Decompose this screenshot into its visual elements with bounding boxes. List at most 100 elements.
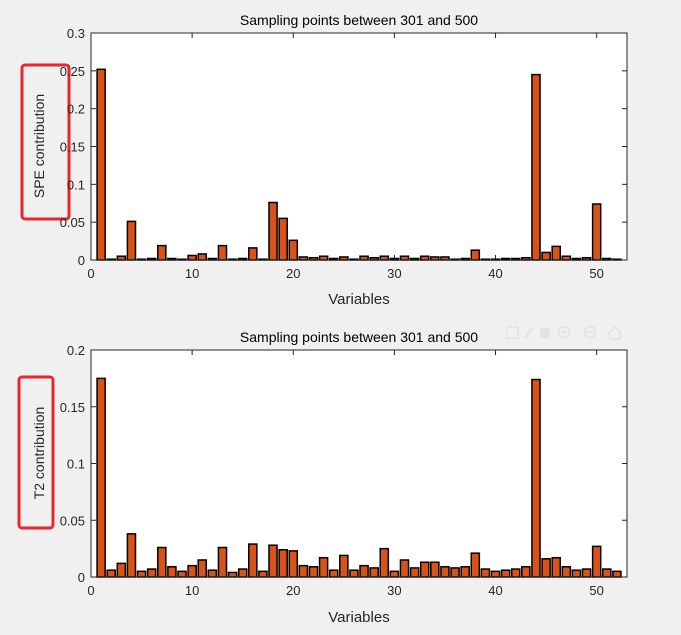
y-tick-label: 0 — [78, 253, 85, 268]
bar-variable-47 — [561, 566, 572, 578]
highlight-box — [20, 63, 71, 221]
bar-variable-13 — [217, 546, 228, 578]
bar-variable-27 — [359, 255, 369, 261]
bar-variable-43 — [521, 566, 531, 578]
bar-variable-32 — [409, 567, 420, 578]
bar-variable-19 — [278, 217, 288, 261]
bar-variable-14 — [227, 571, 238, 578]
bar-variable-13 — [217, 244, 228, 261]
bar-variable-4 — [126, 220, 137, 261]
y-tick-label: 0.25 — [60, 64, 85, 79]
bar-variable-20 — [288, 550, 299, 578]
axes-background — [91, 350, 627, 577]
axes-title: Sampling points between 301 and 500 — [240, 329, 478, 345]
x-tick-label: 0 — [87, 266, 94, 281]
t2-contribution-axes: Sampling points between 301 and 500 Vari… — [17, 329, 628, 626]
bar-variable-18 — [268, 544, 278, 578]
bar-variable-36 — [450, 567, 460, 578]
bar-variable-24 — [328, 569, 339, 578]
bar-variable-16 — [248, 543, 258, 578]
bar-variable-1 — [96, 68, 106, 261]
x-axis-label: Variables — [328, 291, 389, 308]
x-tick-label: 10 — [185, 583, 199, 598]
bar-variable-50 — [591, 203, 602, 261]
bar-variable-31 — [399, 559, 410, 578]
bar-variable-5 — [136, 570, 147, 578]
bar-variable-45 — [541, 558, 551, 578]
x-axis-label: Variables — [328, 609, 389, 626]
bar-variable-7 — [157, 244, 167, 261]
bar-variable-27 — [359, 564, 369, 578]
bar-variable-51 — [601, 568, 612, 578]
bar-variable-18 — [268, 201, 278, 261]
bar-variable-17 — [258, 570, 268, 578]
y-tick-label: 0.05 — [60, 215, 85, 230]
highlight-box — [17, 375, 55, 530]
bar-variable-9 — [177, 570, 187, 578]
bar-variable-8 — [167, 566, 177, 578]
bar-variable-28 — [369, 567, 379, 578]
x-tick-label: 50 — [589, 266, 603, 281]
bar-variable-19 — [278, 549, 288, 578]
y-tick-label: 0.2 — [67, 102, 85, 117]
save-icon[interactable] — [506, 326, 519, 339]
bar-variable-4 — [126, 533, 137, 578]
bar-variable-29 — [379, 255, 390, 261]
axes-title: Sampling points between 301 and 500 — [240, 12, 478, 28]
zoom-out-icon[interactable] — [583, 325, 597, 339]
y-tick-label: 0.3 — [67, 26, 85, 41]
y-tick-label: 0.05 — [60, 513, 85, 528]
bar-variable-46 — [551, 245, 561, 261]
x-tick-label: 20 — [286, 266, 300, 281]
bar-variable-16 — [248, 247, 258, 261]
axes-frame — [90, 32, 628, 261]
bar-variable-6 — [146, 568, 157, 578]
bar-variable-2 — [106, 569, 117, 578]
bar-variable-40 — [490, 570, 501, 578]
bar-variable-47 — [561, 255, 572, 261]
bar-variable-23 — [318, 255, 329, 261]
x-tick-label: 40 — [488, 266, 502, 281]
bar-variable-23 — [318, 556, 329, 578]
y-tick-label: 0.1 — [67, 177, 85, 192]
bar-variable-3 — [116, 255, 127, 261]
y-tick-label: 0.15 — [60, 400, 85, 415]
bar-variable-22 — [308, 566, 319, 578]
home-icon[interactable] — [607, 325, 623, 340]
bar-variable-52 — [612, 570, 622, 578]
bar-variable-46 — [551, 556, 561, 578]
bar-variable-31 — [399, 255, 410, 261]
bar-variable-10 — [187, 564, 197, 578]
bar-variable-49 — [581, 568, 592, 578]
x-tick-label: 0 — [87, 583, 94, 598]
bar-variable-20 — [288, 239, 299, 261]
bar-variable-29 — [379, 547, 390, 578]
bar-variable-26 — [349, 569, 359, 578]
bar-variable-7 — [157, 546, 167, 578]
x-tick-label: 20 — [286, 583, 300, 598]
axes-toolbar[interactable] — [506, 325, 623, 340]
bar-variable-1 — [96, 377, 106, 578]
bar-variable-41 — [500, 569, 511, 578]
x-tick-label: 40 — [488, 583, 502, 598]
y-tick-label: 0 — [78, 570, 85, 585]
bar-variable-3 — [116, 562, 127, 578]
zoom-in-icon[interactable] — [557, 325, 571, 339]
y-axis-label: T2 contribution — [31, 407, 47, 500]
x-tick-label: 30 — [387, 583, 401, 598]
pan-icon[interactable] — [539, 327, 551, 339]
bar-variable-45 — [541, 251, 551, 261]
bar-variable-33 — [419, 561, 430, 578]
y-tick-label: 0.2 — [67, 343, 85, 358]
bar-variable-34 — [430, 561, 440, 578]
bar-variable-25 — [339, 554, 349, 578]
axes-background — [91, 33, 627, 260]
brush-icon[interactable] — [524, 327, 534, 339]
bar-variable-44 — [531, 378, 541, 578]
bar-variable-35 — [440, 566, 450, 578]
bar-variable-30 — [389, 570, 400, 578]
bar-variable-39 — [480, 568, 491, 578]
y-tick-label: 0.15 — [60, 140, 85, 155]
y-tick-label: 0.1 — [67, 457, 85, 472]
